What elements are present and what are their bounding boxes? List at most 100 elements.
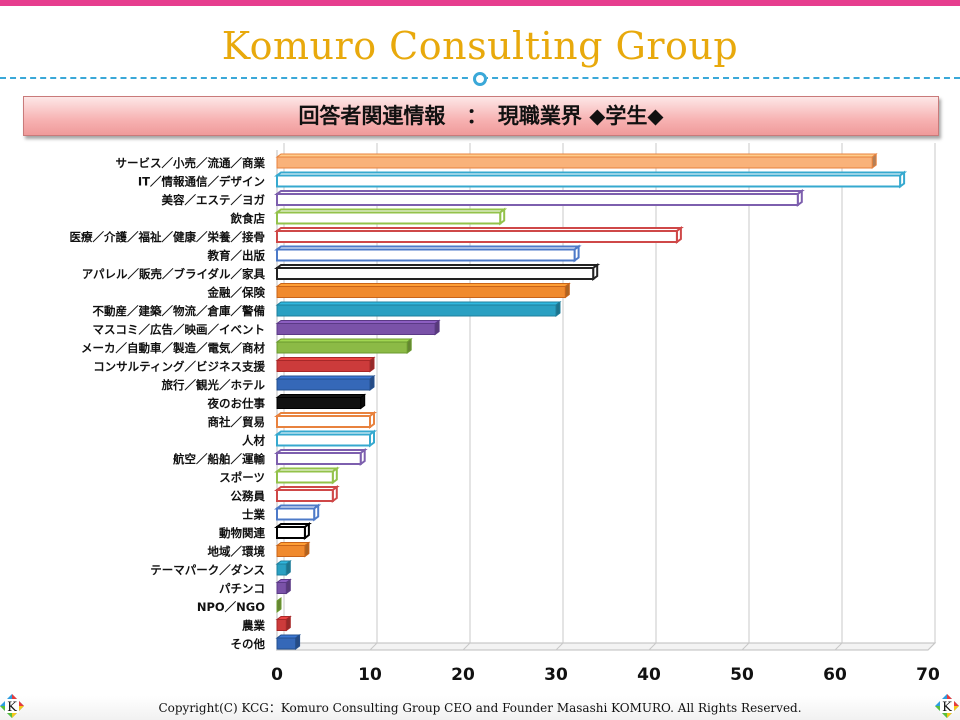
category-label: 不動産／建築／物流／倉庫／警備	[93, 304, 266, 318]
x-tick-label: 20	[451, 665, 475, 685]
bar-side-face	[434, 319, 440, 336]
bar	[274, 448, 368, 466]
slide-banner-title: 回答者関連情報 ： 現職業界 ◆学生◆	[23, 96, 939, 136]
category-label: 航空／船舶／運輸	[173, 452, 265, 466]
bar	[274, 485, 340, 503]
x-tick-label: 70	[916, 665, 940, 685]
bar-front-face	[276, 248, 576, 262]
bar-side-face	[406, 338, 412, 354]
gridline-floor	[741, 642, 750, 651]
category-label: 医療／介護／福祉／健康／栄養／接骨	[70, 230, 266, 244]
bar-front-face	[276, 304, 557, 317]
category-label: コンサルティング／ビジネス支援	[93, 360, 265, 374]
bar	[274, 189, 805, 207]
svg-text:K: K	[7, 700, 17, 715]
bar-side-face	[285, 560, 291, 576]
top-accent-band	[0, 0, 960, 6]
category-label: IT／情報通信／デザイン	[138, 175, 265, 189]
x-tick-label: 60	[823, 665, 847, 685]
category-label: その他	[231, 637, 266, 651]
bar-front-face	[276, 526, 306, 539]
bar	[274, 466, 340, 485]
bar-front-face	[276, 211, 502, 225]
category-label: NPO／NGO	[197, 600, 265, 614]
bar-front-face	[276, 267, 595, 280]
category-label: 士業	[242, 508, 265, 522]
gridline-floor	[834, 642, 843, 651]
bar-front-face	[276, 637, 297, 650]
category-label: 教育／出版	[207, 249, 266, 263]
chart-x-tick-labels: 0 10 20 30 40 50 60 70	[271, 665, 940, 685]
category-label: 旅行／観光／ホテル	[162, 378, 266, 392]
bar	[274, 226, 684, 244]
category-label: 人材	[242, 434, 265, 448]
bar-front-face	[276, 341, 408, 354]
bar-front-face	[276, 397, 362, 409]
bar-front-face	[276, 230, 678, 243]
bar-side-face	[369, 375, 375, 391]
bar	[275, 338, 413, 354]
category-label: アパレル／販売／ブライダル／家具	[82, 267, 266, 281]
x-tick-label: 30	[544, 665, 568, 685]
kcg-logo-icon-right: K	[935, 694, 959, 718]
bar-front-face	[276, 470, 334, 484]
category-label: スポーツ	[219, 471, 265, 485]
category-label: テーマパーク／ダンス	[150, 563, 265, 577]
category-label: 金融／保険	[207, 286, 266, 300]
bar	[275, 578, 292, 595]
bar	[275, 615, 292, 632]
bar-side-face	[285, 615, 291, 632]
bar	[275, 634, 302, 650]
bar-front-face	[276, 378, 371, 391]
bar	[275, 393, 367, 410]
gridline-floor	[927, 642, 936, 651]
bar	[274, 411, 377, 429]
bar	[275, 541, 311, 558]
category-label: 農業	[242, 619, 265, 633]
bar	[275, 282, 571, 299]
chart-gridlines	[275, 143, 937, 651]
bar-side-face	[564, 282, 570, 299]
category-label: サービス／小売／流通／商業	[116, 156, 266, 170]
bar	[274, 503, 322, 522]
bar-front-face	[276, 323, 436, 335]
gridline-floor	[369, 642, 378, 651]
copyright-notice: Copyright(C) KCG：Komuro Consulting Group…	[158, 701, 802, 715]
bar	[274, 207, 508, 226]
svg-text:K: K	[942, 700, 952, 715]
category-label: メーカ／自動車／製造／電気／商材	[81, 341, 265, 355]
bar	[274, 429, 377, 448]
circle-ornament-icon	[471, 70, 487, 86]
bar-front-face	[276, 156, 873, 169]
bar-front-face	[276, 433, 371, 447]
category-label: 商社／貿易	[208, 415, 266, 429]
brand-title: Komuro Consulting Group	[221, 24, 739, 68]
bar	[275, 319, 441, 336]
bar-front-face	[276, 286, 566, 298]
bar	[275, 375, 376, 391]
bar-front-face	[276, 507, 316, 521]
gridline-floor	[648, 642, 657, 651]
chart-category-labels: サービス／小売／流通／商業 IT／情報通信／デザイン美容／エステ／ヨガ飲食店医療／…	[70, 156, 266, 651]
chart-bars	[274, 153, 908, 650]
bar-front-face	[276, 582, 287, 594]
x-tick-label: 50	[730, 665, 754, 685]
bar-front-face	[276, 563, 287, 576]
bar	[274, 244, 582, 263]
bar-front-face	[276, 193, 799, 206]
bar-front-face	[276, 545, 306, 557]
bar-side-face	[304, 541, 310, 558]
category-label: 地域／環境	[208, 545, 266, 559]
category-label: パチンコ	[219, 582, 265, 596]
bar	[275, 301, 562, 317]
x-tick-label: 10	[358, 665, 382, 685]
bar-side-face	[295, 634, 301, 650]
bar-front-face	[276, 619, 287, 631]
bar	[275, 560, 292, 576]
bar-side-face	[360, 393, 366, 410]
bar-front-face	[276, 452, 362, 465]
bar	[274, 170, 908, 189]
bar	[274, 263, 601, 281]
category-label: マスコミ／広告／映画／イベント	[93, 323, 266, 337]
bar-side-face	[871, 153, 877, 169]
